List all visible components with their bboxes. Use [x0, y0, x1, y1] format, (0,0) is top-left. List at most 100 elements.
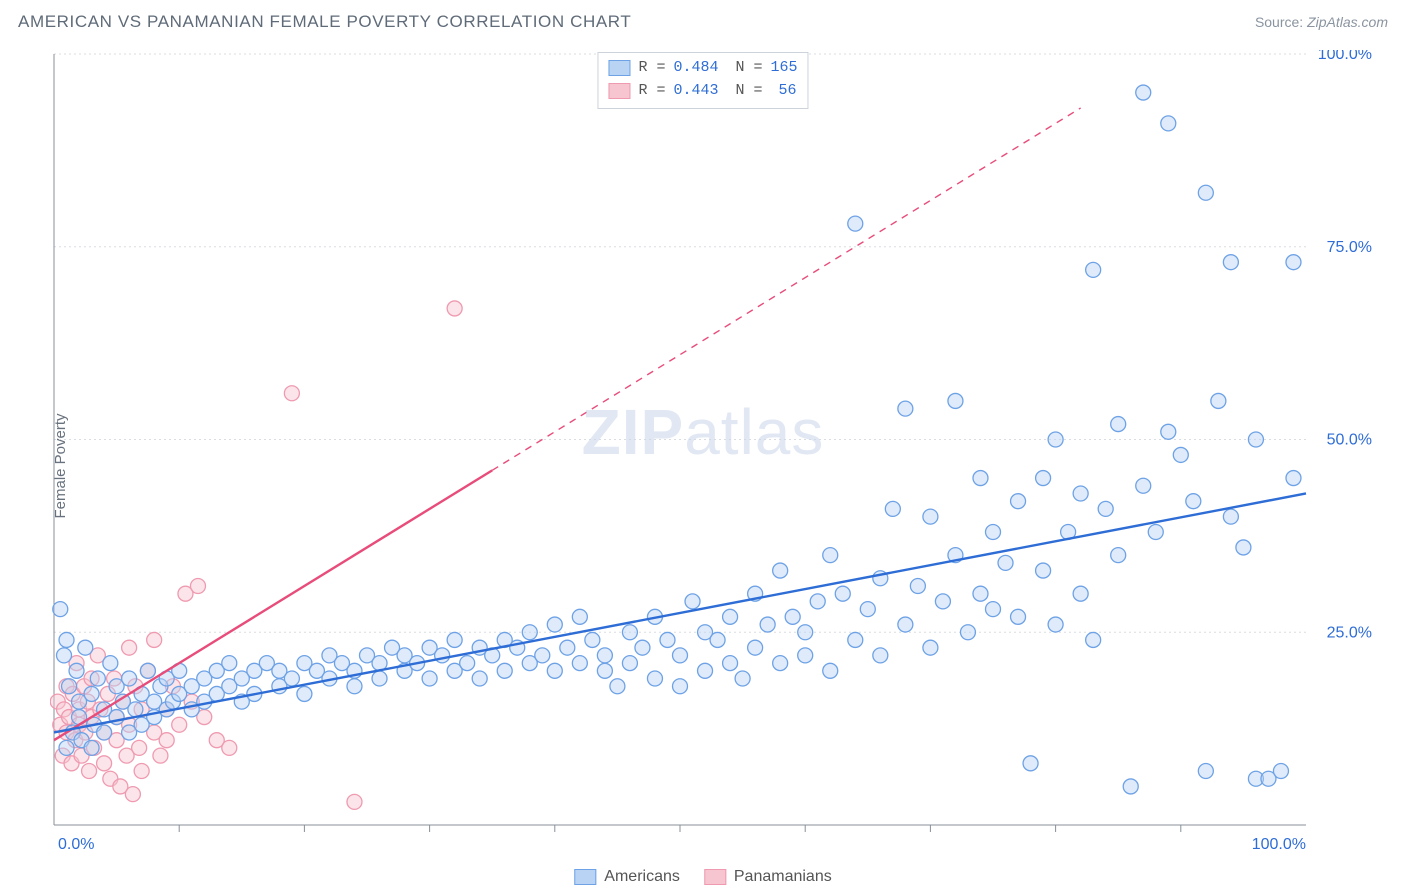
data-point — [647, 671, 662, 686]
data-point — [597, 648, 612, 663]
data-point — [1048, 617, 1063, 632]
data-point — [597, 663, 612, 678]
data-point — [1073, 586, 1088, 601]
data-point — [172, 717, 187, 732]
source-link[interactable]: ZipAtlas.com — [1307, 14, 1388, 30]
data-point — [84, 740, 99, 755]
data-point — [560, 640, 575, 655]
legend-row-panamanians: R = 0.443 N = 56 — [608, 80, 797, 103]
data-point — [134, 764, 149, 779]
data-point — [57, 648, 72, 663]
data-point — [785, 609, 800, 624]
data-point — [59, 632, 74, 647]
data-point — [62, 679, 77, 694]
svg-text:50.0%: 50.0% — [1327, 432, 1372, 449]
data-point — [297, 686, 312, 701]
swatch-americans-icon — [574, 869, 596, 885]
data-point — [585, 632, 600, 647]
swatch-americans — [608, 60, 630, 76]
data-point — [82, 764, 97, 779]
data-point — [885, 501, 900, 516]
data-point — [1111, 417, 1126, 432]
data-point — [84, 686, 99, 701]
data-point — [823, 663, 838, 678]
data-point — [447, 632, 462, 647]
data-point — [960, 625, 975, 640]
data-point — [140, 663, 155, 678]
source-prefix: Source: — [1255, 14, 1307, 30]
data-point — [1211, 393, 1226, 408]
data-point — [147, 632, 162, 647]
data-point — [1198, 185, 1213, 200]
svg-text:100.0%: 100.0% — [1318, 50, 1372, 63]
data-point — [1023, 756, 1038, 771]
data-point — [1223, 509, 1238, 524]
data-point — [128, 702, 143, 717]
data-point — [122, 640, 137, 655]
data-point — [1073, 486, 1088, 501]
data-point — [122, 671, 137, 686]
data-point — [535, 648, 550, 663]
data-point — [710, 632, 725, 647]
data-point — [873, 648, 888, 663]
data-point — [222, 740, 237, 755]
data-point — [935, 594, 950, 609]
data-point — [923, 509, 938, 524]
legend-r-key: R = — [638, 57, 665, 80]
data-point — [1036, 563, 1051, 578]
data-point — [1086, 262, 1101, 277]
data-point — [1198, 764, 1213, 779]
data-point — [735, 671, 750, 686]
data-point — [190, 578, 205, 593]
data-point — [572, 609, 587, 624]
data-point — [472, 671, 487, 686]
data-point — [1011, 609, 1026, 624]
chart-header: AMERICAN VS PANAMANIAN FEMALE POVERTY CO… — [0, 0, 1406, 38]
data-point — [698, 663, 713, 678]
data-point — [284, 671, 299, 686]
data-point — [435, 648, 450, 663]
data-point — [823, 548, 838, 563]
data-point — [1286, 471, 1301, 486]
legend-n-key: N = — [727, 80, 763, 103]
data-point — [422, 671, 437, 686]
data-point — [923, 640, 938, 655]
svg-text:75.0%: 75.0% — [1327, 239, 1372, 256]
data-point — [547, 617, 562, 632]
data-point — [973, 586, 988, 601]
data-point — [685, 594, 700, 609]
data-point — [748, 640, 763, 655]
data-point — [1236, 540, 1251, 555]
data-point — [898, 401, 913, 416]
data-point — [153, 748, 168, 763]
data-point — [986, 602, 1001, 617]
chart-area: Female Poverty 25.0%50.0%75.0%100.0%0.0%… — [0, 40, 1406, 892]
data-point — [835, 586, 850, 601]
data-point — [1036, 471, 1051, 486]
data-point — [986, 525, 1001, 540]
chart-title: AMERICAN VS PANAMANIAN FEMALE POVERTY CO… — [18, 12, 631, 32]
data-point — [447, 301, 462, 316]
data-point — [1248, 432, 1263, 447]
legend-row-americans: R = 0.484 N = 165 — [608, 57, 797, 80]
data-point — [90, 671, 105, 686]
data-point — [132, 740, 147, 755]
data-point — [635, 640, 650, 655]
data-point — [660, 632, 675, 647]
chart-source: Source: ZipAtlas.com — [1255, 14, 1388, 30]
data-point — [1173, 447, 1188, 462]
data-point — [1161, 116, 1176, 131]
data-point — [848, 632, 863, 647]
legend-r-panamanians: 0.443 — [673, 80, 718, 103]
data-point — [125, 787, 140, 802]
svg-text:100.0%: 100.0% — [1252, 836, 1306, 853]
data-point — [53, 602, 68, 617]
svg-text:25.0%: 25.0% — [1327, 624, 1372, 641]
data-point — [848, 216, 863, 231]
data-point — [97, 756, 112, 771]
legend-label-americans: Americans — [604, 868, 680, 886]
data-point — [622, 625, 637, 640]
data-point — [347, 794, 362, 809]
legend-item-panamanians: Panamanians — [704, 868, 832, 886]
data-point — [1123, 779, 1138, 794]
